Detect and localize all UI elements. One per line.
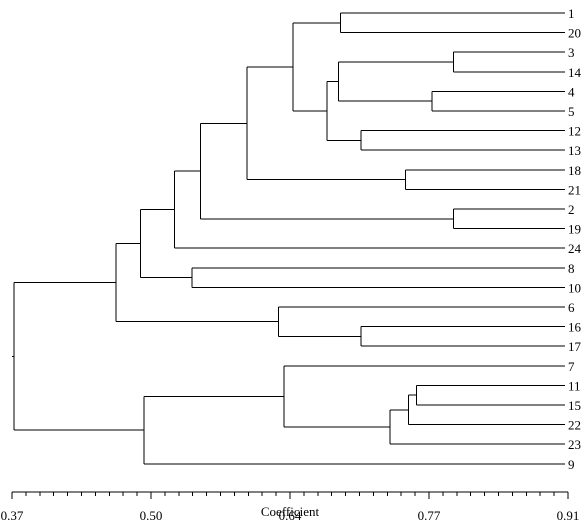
leaf-label-10: 10 [568,280,581,295]
leaf-label-21: 21 [568,182,581,197]
tree-branches [12,12,565,465]
x-axis-tick-label: 0.64 [279,508,302,523]
leaf-label-17: 17 [568,339,582,354]
leaf-label-22: 22 [568,418,581,433]
x-axis-tick-label: 0.77 [418,508,441,523]
leaf-label-1: 1 [568,6,575,21]
x-axis-ticks [11,492,569,499]
leaf-label-12: 12 [568,124,581,139]
leaf-labels: 1 20 3 14 4 5 12 13 18 21 2 19 24 8 10 6 16 17 7 11 15 22 23 9 [568,6,582,472]
leaf-label-5: 5 [568,104,575,119]
leaf-label-20: 20 [568,26,581,41]
leaf-label-14: 14 [568,65,582,80]
leaf-label-11: 11 [568,378,581,393]
x-axis-tick-label: 0.50 [140,508,163,523]
leaf-label-23: 23 [568,437,581,452]
leaf-label-18: 18 [568,163,581,178]
x-axis: 0.37 0.50 0.64 0.77 0.91 Coefficient [1,491,580,523]
leaf-label-8: 8 [568,261,575,276]
leaf-label-24: 24 [568,241,582,256]
leaf-label-19: 19 [568,222,581,237]
leaf-label-13: 13 [568,143,581,158]
leaf-label-15: 15 [568,398,581,413]
leaf-label-2: 2 [568,202,575,217]
leaf-label-16: 16 [568,320,582,335]
leaf-label-7: 7 [568,359,575,374]
leaf-label-6: 6 [568,300,575,315]
x-axis-tick-labels: 0.37 0.50 0.64 0.77 0.91 [1,508,580,523]
x-axis-title: Coefficient [261,504,320,519]
leaf-label-3: 3 [568,45,575,60]
leaf-label-9: 9 [568,457,575,472]
x-axis-tick-label: 0.91 [557,508,580,523]
x-axis-tick-label: 0.37 [1,508,24,523]
leaf-label-4: 4 [568,84,575,99]
